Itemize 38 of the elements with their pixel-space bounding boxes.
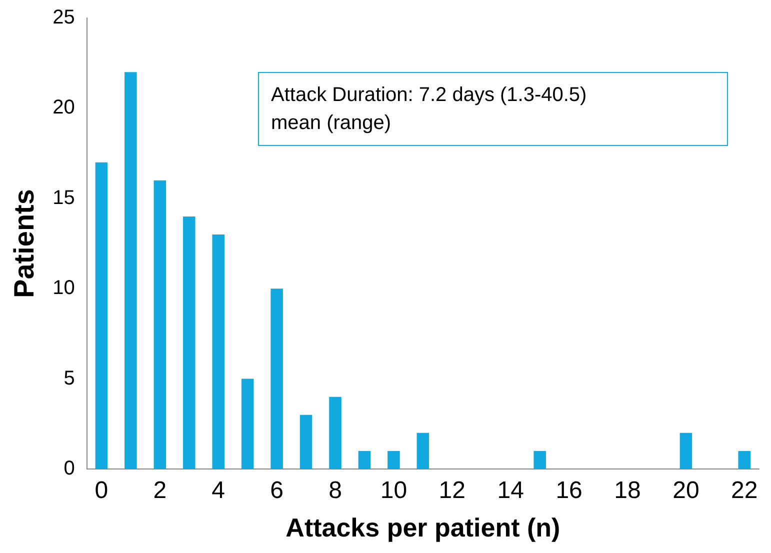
bar: [738, 450, 751, 469]
note-box: Attack Duration: 7.2 days (1.3-40.5) mean (range): [258, 72, 728, 146]
bar: [124, 72, 137, 469]
bar: [416, 432, 430, 469]
y-tick-label: 5: [64, 367, 75, 390]
x-tick-label: 0: [94, 477, 108, 504]
y-tick-label: 20: [52, 96, 75, 119]
x-tick-label: 10: [380, 477, 408, 504]
x-tick-label: 4: [212, 477, 226, 504]
x-tick-label: 2: [153, 477, 167, 504]
bar: [241, 378, 254, 469]
x-tick-label: 12: [438, 477, 466, 504]
bar: [388, 450, 400, 469]
x-tick-label: 22: [731, 477, 758, 504]
annotation: Attack Duration: 7.2 days (1.3-40.5): [271, 83, 588, 108]
bar: [212, 234, 224, 469]
x-tick-label: 20: [672, 477, 700, 504]
bar: [270, 288, 283, 469]
bar: [329, 396, 342, 469]
y-tick-label: 25: [52, 6, 75, 29]
bar: [358, 450, 371, 469]
x-tick-label: 16: [556, 477, 582, 504]
bar: [154, 180, 166, 469]
x-tick-label: 8: [328, 477, 342, 504]
y-tick-label: 10: [52, 277, 75, 300]
x-axis-title: Attacks per patient (n): [286, 512, 560, 543]
annotation: mean (range): [271, 111, 392, 136]
x-tick-label: 18: [614, 477, 641, 504]
y-axis-title: Patients: [8, 189, 40, 298]
bar: [534, 450, 546, 469]
x-tick-label: 6: [270, 477, 284, 504]
x-tick-label: 14: [497, 477, 524, 504]
bar: [182, 216, 196, 469]
bar: [680, 432, 692, 469]
bar: [300, 414, 312, 469]
bar: [95, 162, 108, 469]
y-tick-label: 15: [52, 186, 75, 209]
y-tick-label: 0: [64, 458, 75, 480]
